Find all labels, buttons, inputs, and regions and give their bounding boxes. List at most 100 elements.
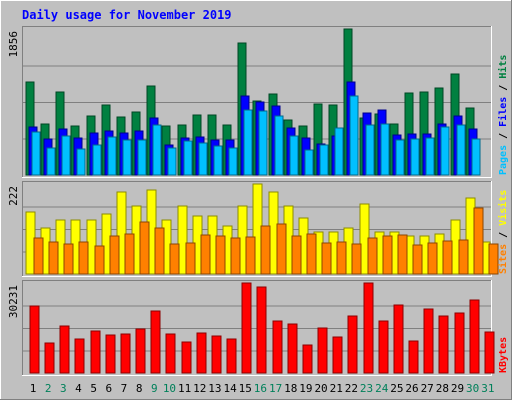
x-tick-day-16: 16 [254, 382, 267, 395]
bar-visits-day-7 [116, 191, 127, 275]
bar-sites-day-29 [458, 239, 469, 275]
series-legend: KBytes [498, 337, 509, 373]
bar-pages-day-25 [395, 139, 405, 176]
x-tick-day-26: 26 [405, 382, 418, 395]
bar-kbytes-day-2 [44, 342, 55, 374]
bar-pages-day-11 [183, 140, 193, 176]
bar-sites-day-24 [382, 235, 393, 275]
bar-sites-day-11 [185, 242, 196, 275]
bar-sites-day-14 [230, 237, 241, 275]
bar-kbytes-day-10 [165, 333, 176, 374]
legend-part: Hits [497, 55, 509, 79]
legend-part: Sites [497, 244, 509, 274]
bar-kbytes-day-13 [211, 335, 222, 374]
bar-pages-day-29 [456, 124, 466, 176]
bar-pages-day-2 [46, 147, 56, 176]
bar-kbytes-day-19 [302, 344, 313, 374]
bar-kbytes-day-22 [347, 315, 358, 374]
bar-pages-day-16 [258, 110, 268, 176]
bar-pages-day-30 [471, 138, 481, 176]
bar-kbytes-day-18 [287, 323, 298, 374]
bar-pages-day-24 [380, 123, 390, 176]
bar-sites-day-22 [351, 243, 362, 275]
bar-kbytes-day-9 [150, 310, 161, 374]
legend-part: Pages [498, 145, 509, 175]
bar-kbytes-day-29 [454, 312, 465, 374]
bar-sites-day-27 [427, 242, 438, 275]
bar-visits-day-11 [177, 205, 188, 275]
bar-kbytes-day-3 [59, 325, 70, 374]
bar-pages-day-3 [61, 135, 71, 176]
series-legend: Sites / Visits [497, 190, 509, 274]
bar-sites-day-7 [124, 233, 135, 275]
x-tick-day-15: 15 [239, 382, 252, 395]
chart-title: Daily usage for November 2019 [22, 8, 232, 22]
x-tick-day-20: 20 [314, 382, 327, 395]
bar-pages-day-12 [198, 142, 208, 176]
series-pages [31, 95, 481, 176]
bar-sites-day-8 [139, 221, 150, 275]
bar-pages-day-8 [137, 139, 147, 176]
x-tick-day-17: 17 [269, 382, 282, 395]
x-tick-day-28: 28 [436, 382, 449, 395]
bar-sites-day-10 [169, 243, 180, 275]
x-tick-day-31: 31 [481, 382, 494, 395]
x-tick-day-7: 7 [121, 382, 128, 395]
bar-pages-day-4 [76, 148, 86, 176]
bar-sites-day-15 [245, 236, 256, 275]
x-tick-day-5: 5 [90, 382, 97, 395]
bar-sites-day-5 [94, 245, 105, 275]
chart-panels: 1856 Pages / Files / Hits 222 Sites / Visit… [7, 26, 509, 376]
legend-part: Visits [497, 190, 509, 226]
x-tick-day-27: 27 [421, 382, 434, 395]
bar-pages-day-17 [274, 115, 284, 176]
bar-pages-day-5 [92, 144, 102, 176]
bar-sites-day-3 [63, 243, 74, 275]
x-tick-day-10: 10 [163, 382, 176, 395]
x-tick-day-25: 25 [390, 382, 403, 395]
bar-sites-day-2 [48, 241, 59, 275]
bar-pages-day-13 [213, 145, 223, 176]
bar-sites-day-28 [442, 240, 453, 275]
series-legend: Pages / Files / Hits [497, 55, 509, 175]
bar-kbytes-day-17 [272, 320, 283, 374]
panel-visits_sites: 222 Sites / Visits [7, 181, 509, 277]
bar-kbytes-day-5 [90, 330, 101, 374]
bar-kbytes-day-28 [438, 315, 449, 374]
legend-part: / [498, 79, 509, 97]
legend-part: Files [497, 97, 509, 127]
x-tick-day-22: 22 [345, 382, 358, 395]
bar-kbytes-day-12 [196, 332, 207, 374]
bar-sites-day-21 [336, 241, 347, 275]
x-tick-day-13: 13 [208, 382, 221, 395]
series-kbytes [29, 282, 495, 374]
x-tick-day-14: 14 [223, 382, 237, 395]
bar-pages-day-10 [167, 147, 177, 176]
bar-kbytes-day-21 [332, 336, 343, 374]
x-tick-day-6: 6 [105, 382, 112, 395]
bar-kbytes-day-20 [317, 327, 328, 374]
bar-sites-day-31 [488, 243, 499, 275]
bar-sites-day-30 [473, 207, 484, 275]
bar-kbytes-day-11 [181, 341, 192, 374]
bar-sites-day-9 [154, 227, 165, 275]
bar-pages-day-19 [304, 149, 314, 176]
x-tick-day-9: 9 [151, 382, 158, 395]
bar-kbytes-day-15 [241, 282, 252, 374]
bar-pages-day-23 [365, 124, 375, 176]
legend-part: / [498, 127, 509, 145]
panel-hits_files_pages: 1856 Pages / Files / Hits [7, 26, 509, 178]
bar-sites-day-23 [367, 237, 378, 275]
bar-sites-day-25 [397, 234, 408, 275]
bar-kbytes-day-30 [469, 299, 480, 374]
x-tick-day-30: 30 [466, 382, 479, 395]
max-value-label: 222 [7, 186, 20, 206]
bar-kbytes-day-26 [408, 340, 419, 374]
bar-kbytes-day-1 [29, 305, 40, 374]
bar-sites-day-6 [109, 235, 120, 275]
x-tick-day-23: 23 [360, 382, 373, 395]
x-tick-day-19: 19 [299, 382, 312, 395]
x-tick-day-21: 21 [330, 382, 343, 395]
bar-sites-day-17 [276, 223, 287, 275]
